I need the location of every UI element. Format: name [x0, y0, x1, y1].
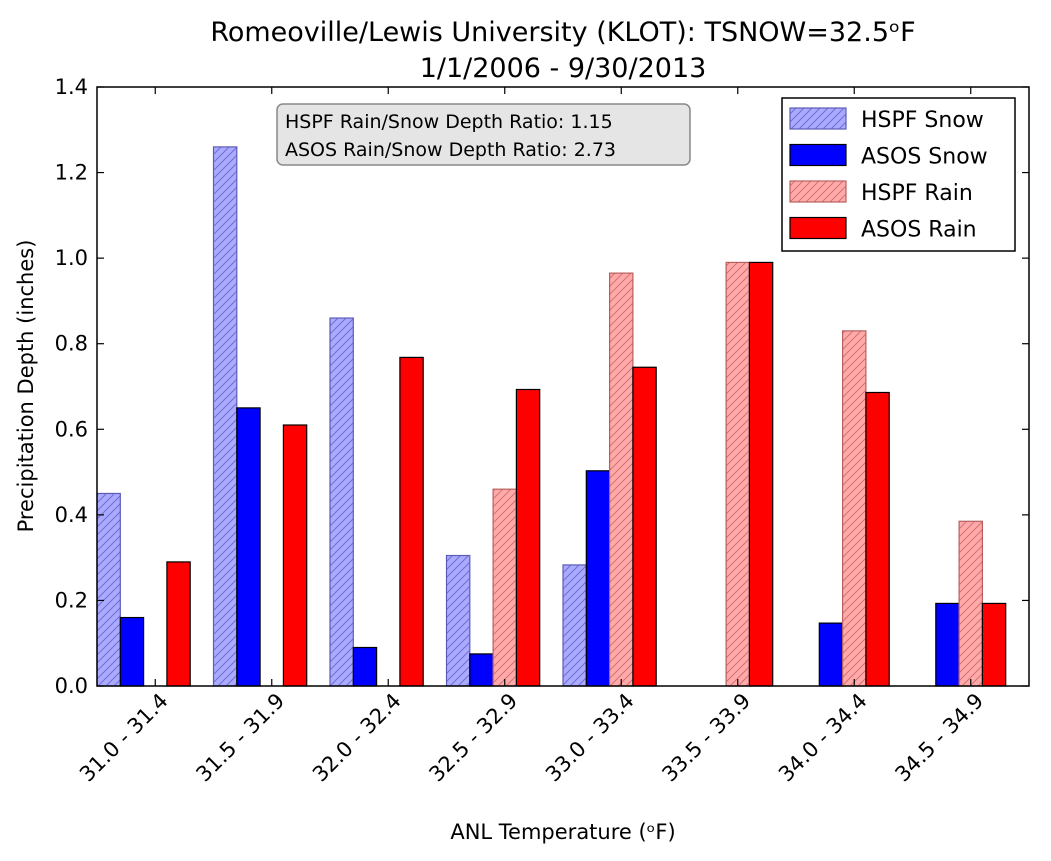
x-tick-label: 31.0 - 31.4 [75, 689, 173, 787]
y-tick-label: 0.8 [55, 332, 88, 356]
bar-asos-snow [119, 616, 145, 687]
bar-hspf-rain [608, 272, 634, 687]
y-tick-label: 0.2 [55, 588, 88, 612]
bar-hspf-snow [562, 564, 587, 687]
annotation-box [276, 103, 691, 166]
x-tick-label: 34.0 - 34.4 [774, 689, 872, 787]
y-axis-label: Precipitation Depth (inches) [14, 240, 38, 533]
legend-label: ASOS Snow [861, 145, 988, 170]
y-tick-label: 0.4 [55, 503, 88, 527]
bar-hspf-rain [492, 488, 518, 687]
y-tick-label: 1.0 [55, 246, 88, 270]
x-tick-label: 32.0 - 32.4 [308, 689, 406, 787]
bar-hspf-snow [96, 492, 121, 687]
legend-label: HSPF Snow [861, 108, 984, 133]
bar-asos-snow [818, 622, 844, 687]
x-tick-label: 34.5 - 34.9 [890, 689, 988, 787]
legend-swatch [789, 180, 847, 203]
bar-hspf-snow [329, 317, 354, 687]
bar-asos-rain [981, 602, 1007, 687]
y-axis-ticks: 0.0 0.2 0.4 0.6 0.8 1.0 1.2 1.4 [55, 75, 1029, 698]
x-tick-label: 31.5 - 31.9 [191, 689, 289, 787]
bar-asos-rain [515, 388, 541, 687]
bar-asos-rain [632, 366, 657, 687]
y-tick-label: 0.0 [55, 674, 88, 698]
bar-hspf-snow [445, 554, 471, 687]
bar-asos-snow [469, 653, 494, 687]
bar-hspf-snow [212, 146, 238, 687]
bar-asos-snow [935, 602, 960, 687]
legend-swatch [789, 143, 847, 167]
bar-asos-rain [399, 356, 424, 687]
legend-swatch [789, 107, 847, 130]
chart-title: Romeoville/Lewis University (KLOT): TSNO… [210, 17, 915, 48]
legend: HSPF Snow ASOS Snow HSPF Rain ASOS Rain [781, 97, 1016, 252]
bar-hspf-rain [958, 520, 983, 687]
chart-subtitle: 1/1/2006 - 9/30/2013 [420, 53, 707, 84]
legend-label: HSPF Rain [861, 181, 973, 206]
bar-asos-rain [282, 424, 308, 687]
bar-asos-snow [236, 407, 261, 687]
legend-label: ASOS Rain [861, 218, 977, 243]
x-axis-label: ANL Temperature (ᵒF) [450, 820, 675, 844]
annotation-line-asos: ASOS Rain/Snow Depth Ratio: 2.73 [285, 139, 616, 161]
bar-asos-snow [585, 470, 611, 687]
y-tick-label: 1.4 [55, 75, 88, 99]
bar-asos-snow [352, 646, 378, 687]
y-tick-label: 1.2 [55, 161, 88, 185]
ratio-annotation: HSPF Rain/Snow Depth Ratio: 1.15 ASOS Ra… [276, 103, 691, 166]
legend-swatch [789, 216, 847, 240]
x-tick-label: 33.5 - 33.9 [657, 689, 755, 787]
annotation-line-hspf: HSPF Rain/Snow Depth Ratio: 1.15 [285, 111, 613, 133]
bar-asos-rain [166, 561, 191, 687]
bar-asos-rain [865, 391, 890, 687]
bar-asos-rain [748, 261, 774, 687]
bars-group [96, 146, 1007, 687]
y-tick-label: 0.6 [55, 417, 88, 441]
plot-frame [96, 86, 1030, 687]
x-tick-label: 33.0 - 33.4 [541, 689, 639, 787]
bar-hspf-rain [841, 330, 867, 687]
x-tick-label: 32.5 - 32.9 [424, 689, 522, 787]
bar-hspf-rain [725, 261, 750, 687]
